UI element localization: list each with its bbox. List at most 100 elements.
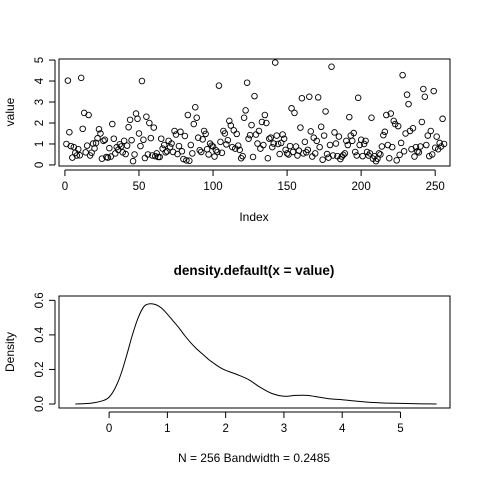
index-plot-points	[63, 59, 448, 165]
index-plot-x-label: Index	[239, 210, 268, 224]
data-point	[100, 137, 107, 145]
data-point	[147, 134, 155, 142]
data-point	[393, 157, 400, 164]
data-point	[249, 153, 257, 161]
data-point	[269, 143, 276, 151]
data-point	[226, 117, 233, 125]
data-point	[95, 126, 103, 133]
y-tick-label: 4	[34, 77, 46, 84]
data-point	[129, 157, 137, 165]
data-point	[424, 132, 432, 139]
data-point	[67, 142, 75, 150]
data-point	[414, 148, 421, 155]
data-point	[104, 154, 112, 161]
data-point	[368, 114, 375, 121]
data-point	[196, 147, 203, 154]
y-tick-label: 5	[34, 57, 46, 63]
data-point	[88, 149, 95, 157]
data-point	[74, 145, 82, 153]
x-tick-label: 3	[281, 423, 287, 435]
data-point	[245, 135, 252, 142]
data-point	[85, 111, 92, 119]
data-point	[412, 143, 420, 151]
data-point	[375, 150, 383, 157]
data-point	[298, 94, 306, 102]
data-point	[125, 123, 132, 131]
data-point	[271, 59, 279, 66]
data-point	[421, 93, 429, 101]
data-point	[144, 151, 152, 158]
data-point	[289, 148, 297, 156]
data-point	[331, 129, 338, 136]
data-point	[175, 142, 183, 150]
data-point	[199, 136, 206, 143]
data-point	[428, 151, 436, 158]
data-point	[224, 136, 232, 144]
data-point	[106, 144, 113, 152]
data-point	[301, 138, 309, 146]
index-plot-y-label: value	[3, 97, 17, 126]
data-point	[76, 152, 83, 159]
data-point	[243, 79, 251, 86]
data-point	[341, 150, 349, 157]
data-point	[397, 139, 405, 147]
data-point	[360, 140, 368, 148]
data-point	[394, 122, 402, 130]
data-point	[405, 100, 412, 108]
data-point	[433, 133, 440, 140]
data-point	[415, 149, 423, 156]
density-plot-title: density.default(x = value)	[174, 263, 335, 278]
data-point	[109, 120, 116, 128]
x-tick-label: 2	[222, 423, 228, 435]
data-point	[146, 119, 153, 127]
data-point	[251, 92, 258, 100]
data-point	[326, 141, 334, 149]
data-point	[409, 124, 417, 132]
data-point	[79, 125, 86, 133]
data-point	[340, 151, 347, 159]
data-point	[83, 142, 91, 149]
data-point	[274, 140, 282, 148]
data-point	[288, 105, 295, 112]
data-point	[221, 130, 229, 137]
data-point	[211, 153, 218, 160]
data-point	[317, 123, 325, 131]
density-plot-x-axis: 0 1 2 3 4 5	[106, 411, 404, 435]
data-point	[261, 111, 269, 119]
data-point	[122, 150, 129, 158]
data-point	[280, 135, 288, 142]
data-point	[187, 141, 195, 149]
data-point	[291, 109, 298, 117]
data-point	[101, 136, 109, 144]
data-point	[178, 148, 186, 155]
data-point	[378, 143, 386, 150]
data-point	[184, 111, 192, 119]
data-point	[94, 135, 101, 142]
data-point	[128, 136, 135, 144]
x-tick-label: 50	[133, 181, 146, 193]
data-point	[64, 77, 72, 84]
data-point	[313, 137, 320, 145]
data-point	[258, 118, 266, 126]
data-point	[300, 150, 307, 157]
data-point	[66, 128, 73, 136]
data-point	[205, 151, 212, 158]
data-point	[186, 157, 193, 164]
data-point	[254, 140, 261, 147]
data-point	[156, 153, 163, 161]
data-point	[314, 94, 322, 101]
y-tick-label: 0.2	[34, 361, 46, 377]
data-point	[162, 149, 169, 156]
data-point	[282, 146, 289, 154]
data-point	[97, 130, 104, 137]
density-plot-box	[58, 295, 451, 409]
density-line	[75, 303, 437, 405]
density-plot-y-axis: 0.0 0.2 0.4 0.6	[34, 292, 56, 412]
data-point	[73, 152, 81, 159]
data-point	[193, 114, 200, 121]
data-point	[214, 148, 221, 156]
data-point	[311, 150, 319, 157]
data-point	[160, 141, 168, 149]
